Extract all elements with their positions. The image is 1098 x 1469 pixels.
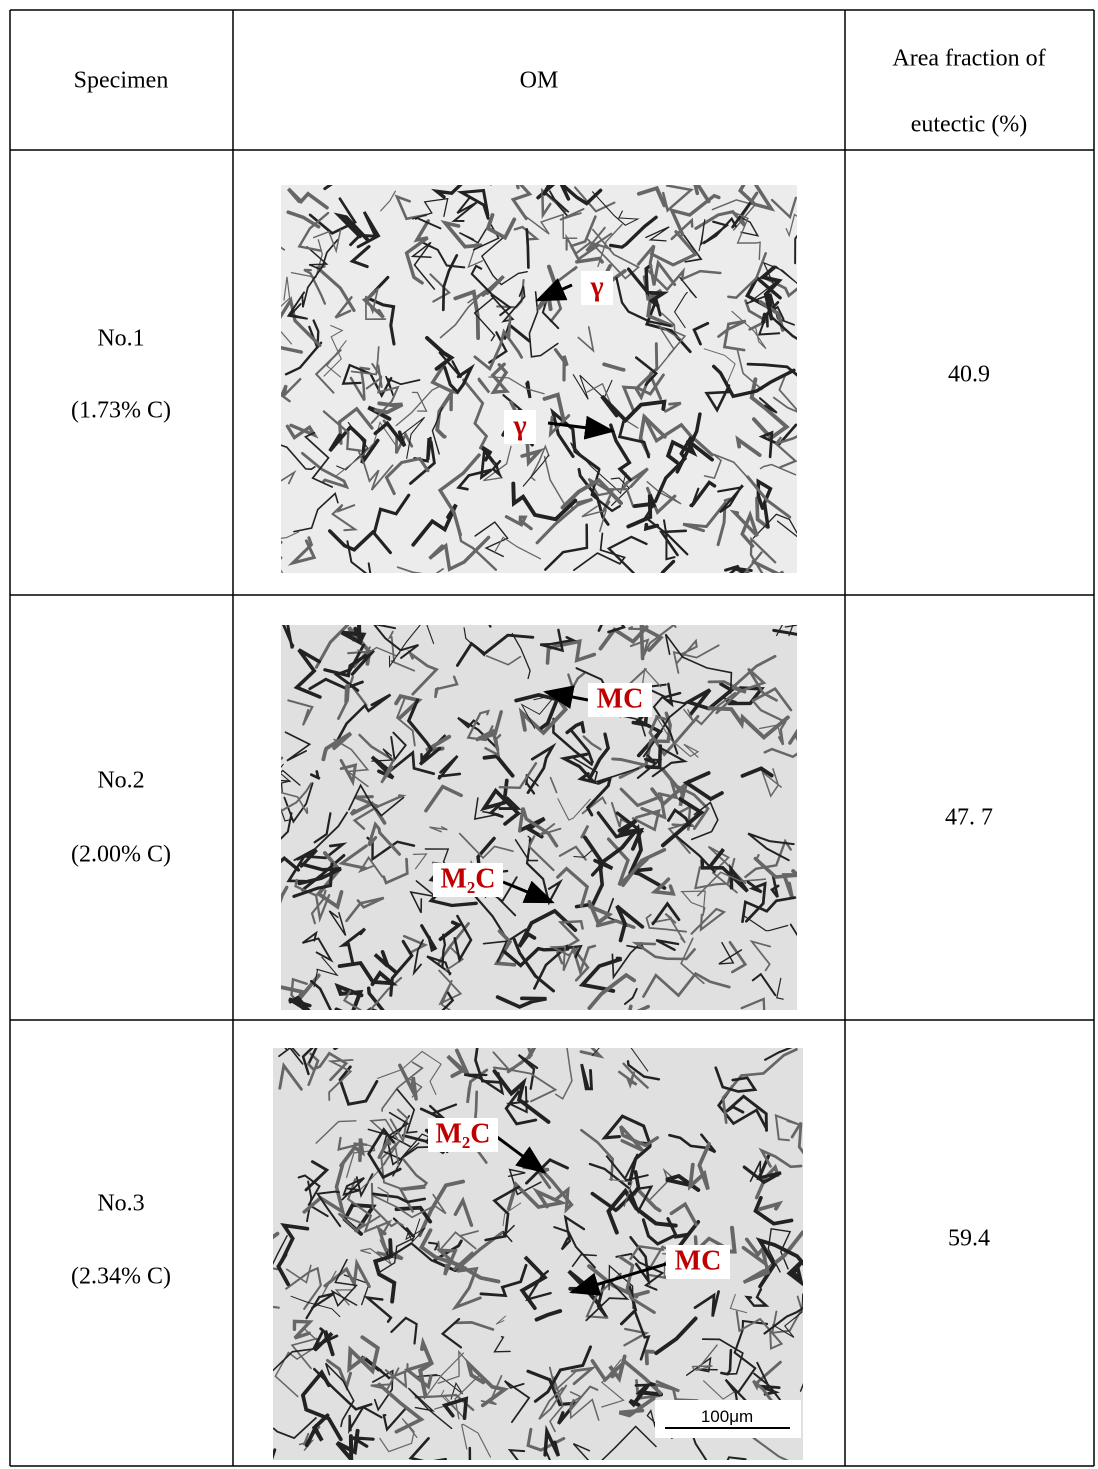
specimen: No.3 bbox=[97, 1191, 144, 1217]
page: Specimen OM Area fraction of eutectic (%… bbox=[0, 0, 1098, 1469]
header-specimen: Specimen bbox=[74, 68, 169, 94]
micrographs bbox=[229, 146, 857, 1469]
carbon: (2.34% C) bbox=[71, 1264, 171, 1290]
phase-label: M₂C bbox=[440, 863, 495, 894]
microstructure bbox=[480, 167, 518, 188]
phase-label: MC bbox=[597, 683, 644, 714]
microstructure bbox=[795, 219, 809, 263]
phase-label: γ bbox=[589, 271, 603, 302]
microstructure bbox=[796, 737, 804, 750]
scale-label: 100μm bbox=[701, 1407, 753, 1426]
microstructure bbox=[763, 315, 765, 324]
area-fraction: 47. 7 bbox=[945, 805, 993, 831]
phase-label: γ bbox=[512, 410, 526, 441]
micrograph bbox=[260, 552, 829, 1058]
microstructure bbox=[793, 866, 829, 883]
carbon: (2.00% C) bbox=[71, 842, 171, 868]
area-fraction: 40.9 bbox=[948, 362, 990, 388]
area-fraction: 59.4 bbox=[948, 1226, 990, 1252]
microstructure bbox=[229, 1234, 278, 1250]
specimen: No.2 bbox=[97, 768, 144, 794]
phase-label: MC bbox=[675, 1245, 722, 1276]
microstructure bbox=[527, 229, 529, 267]
carbon: (1.73% C) bbox=[71, 398, 171, 424]
header-om: OM bbox=[520, 68, 559, 94]
micrograph bbox=[256, 146, 821, 624]
header-area: Area fraction of bbox=[892, 46, 1045, 72]
microstructure bbox=[271, 758, 282, 778]
microstructure bbox=[801, 1339, 857, 1391]
microstructure bbox=[332, 1012, 376, 1048]
specimen: No.1 bbox=[97, 326, 144, 352]
header-area: eutectic (%) bbox=[911, 112, 1028, 138]
microstructure bbox=[267, 542, 281, 558]
phase-label: M₂C bbox=[435, 1118, 490, 1149]
microstructure bbox=[325, 146, 347, 189]
microstructure bbox=[486, 614, 506, 626]
